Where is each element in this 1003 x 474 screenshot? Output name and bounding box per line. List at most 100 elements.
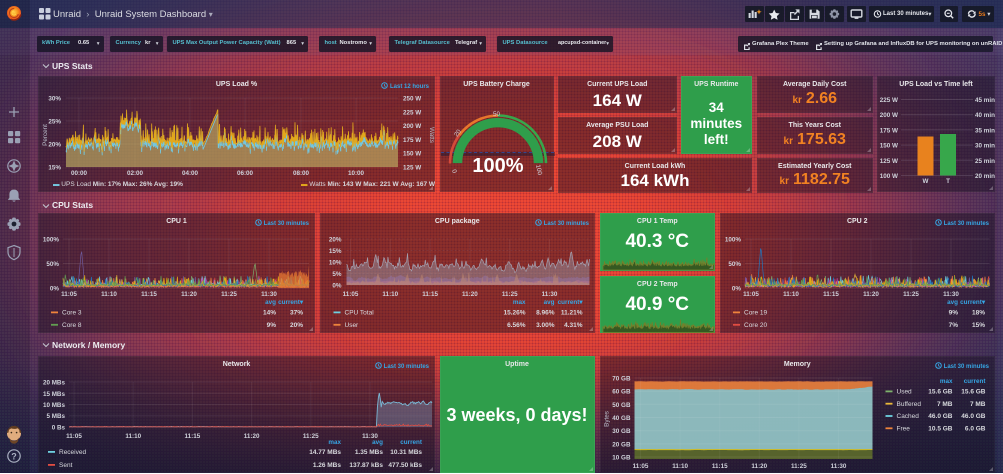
svg-text:10:00: 10:00 <box>348 170 365 177</box>
svg-text:Buffered: Buffered <box>896 401 921 408</box>
svg-text:175 W: 175 W <box>880 127 898 134</box>
svg-text:50%: 50% <box>46 261 59 268</box>
svg-text:current: current <box>400 439 423 446</box>
svg-text:10 GB: 10 GB <box>612 455 631 462</box>
svg-text:100%: 100% <box>43 237 60 244</box>
svg-text:11:20: 11:20 <box>181 291 197 298</box>
svg-text:4.31%: 4.31% <box>564 322 583 329</box>
svg-text:100 W: 100 W <box>880 173 898 180</box>
svg-text:250 W: 250 W <box>403 96 421 103</box>
svg-text:11:10: 11:10 <box>672 463 688 470</box>
svg-text:current▾: current▾ <box>960 299 986 306</box>
svg-text:15.6 GB: 15.6 GB <box>928 389 953 396</box>
svg-text:11:15: 11:15 <box>141 291 157 298</box>
svg-text:04:00: 04:00 <box>182 170 199 177</box>
svg-text:Cached: Cached <box>896 413 919 420</box>
svg-text:50 GB: 50 GB <box>612 402 631 409</box>
svg-text:User: User <box>344 322 359 329</box>
svg-text:20%: 20% <box>48 142 61 149</box>
svg-text:8.96%: 8.96% <box>536 310 555 317</box>
svg-text:125 W: 125 W <box>880 158 898 165</box>
svg-text:15.6 GB: 15.6 GB <box>961 389 986 396</box>
svg-text:11:30: 11:30 <box>830 463 846 470</box>
svg-text:11:25: 11:25 <box>221 291 237 298</box>
svg-text:225 W: 225 W <box>403 109 421 116</box>
svg-text:15.26%: 15.26% <box>503 310 525 317</box>
svg-text:max: max <box>939 378 952 385</box>
svg-text:Used: Used <box>896 389 912 396</box>
svg-text:175 W: 175 W <box>403 137 421 144</box>
svg-text:11:05: 11:05 <box>632 463 648 470</box>
svg-text:max: max <box>512 299 525 306</box>
svg-text:9%: 9% <box>267 322 277 329</box>
svg-text:15%: 15% <box>971 322 984 329</box>
svg-text:25 min: 25 min <box>975 158 995 165</box>
svg-text:11:10: 11:10 <box>101 291 117 298</box>
svg-text:200 W: 200 W <box>880 112 898 119</box>
svg-text:100: 100 <box>534 164 543 176</box>
svg-text:11.21%: 11.21% <box>560 310 582 317</box>
svg-text:50%: 50% <box>728 261 741 268</box>
svg-text:Sent: Sent <box>59 462 73 469</box>
svg-text:18%: 18% <box>971 310 984 317</box>
svg-text:15 MBs: 15 MBs <box>43 391 66 398</box>
svg-text:70 GB: 70 GB <box>612 376 631 383</box>
svg-text:20 GB: 20 GB <box>612 441 631 448</box>
svg-text:100%: 100% <box>472 155 523 177</box>
svg-text:11:10: 11:10 <box>382 291 398 298</box>
svg-text:30 min: 30 min <box>975 143 995 150</box>
svg-text:?: ? <box>11 452 17 462</box>
svg-text:46.0 GB: 46.0 GB <box>928 413 953 420</box>
svg-text:11:30: 11:30 <box>943 291 959 298</box>
svg-text:11:25: 11:25 <box>303 433 319 440</box>
svg-text:avg: avg <box>543 299 554 306</box>
svg-text:max: max <box>328 439 341 446</box>
svg-text:11:05: 11:05 <box>61 291 77 298</box>
svg-text:11:30: 11:30 <box>362 433 378 440</box>
svg-text:150 W: 150 W <box>880 143 898 150</box>
svg-text:Free: Free <box>896 425 910 432</box>
svg-text:14.77 MBs: 14.77 MBs <box>309 449 341 456</box>
svg-text:11:25: 11:25 <box>791 463 807 470</box>
svg-text:current▾: current▾ <box>557 299 583 306</box>
svg-text:35 min: 35 min <box>975 127 995 134</box>
svg-text:11:05: 11:05 <box>66 433 82 440</box>
svg-text:5 MBs: 5 MBs <box>46 413 65 420</box>
svg-text:20 MBs: 20 MBs <box>43 380 66 387</box>
svg-text:Received: Received <box>59 449 86 456</box>
svg-text:avg: avg <box>265 299 276 306</box>
svg-text:10%: 10% <box>328 260 341 267</box>
svg-text:Bytes: Bytes <box>603 411 610 427</box>
svg-text:50: 50 <box>493 111 501 118</box>
svg-text:11:15: 11:15 <box>823 291 839 298</box>
svg-text:06:00: 06:00 <box>237 170 254 177</box>
svg-text:1.26 MBs: 1.26 MBs <box>313 462 342 469</box>
svg-text:Core 19: Core 19 <box>744 310 768 317</box>
svg-text:current: current <box>963 378 986 385</box>
svg-text:11:10: 11:10 <box>125 433 141 440</box>
svg-text:0%: 0% <box>731 286 741 293</box>
svg-text:30%: 30% <box>48 96 61 103</box>
svg-text:0 Bs: 0 Bs <box>52 425 66 432</box>
svg-text:14%: 14% <box>263 310 276 317</box>
svg-text:1.35 MBs: 1.35 MBs <box>355 449 384 456</box>
svg-text:225 W: 225 W <box>880 97 898 104</box>
svg-text:15%: 15% <box>48 165 61 172</box>
svg-text:avg: avg <box>947 299 958 306</box>
svg-text:current▾: current▾ <box>278 299 304 306</box>
svg-text:11:15: 11:15 <box>185 433 201 440</box>
svg-text:3.00%: 3.00% <box>536 322 555 329</box>
svg-text:7%: 7% <box>948 322 958 329</box>
svg-text:10.31 MBs: 10.31 MBs <box>390 449 422 456</box>
svg-text:150 W: 150 W <box>403 151 421 158</box>
svg-text:0: 0 <box>450 169 458 175</box>
svg-text:6.0 GB: 6.0 GB <box>964 425 985 432</box>
svg-text:Watts: Watts <box>428 127 435 143</box>
svg-text:20%: 20% <box>328 237 341 244</box>
svg-text:Core 3: Core 3 <box>62 310 82 317</box>
svg-text:11:20: 11:20 <box>244 433 260 440</box>
svg-text:T: T <box>946 178 950 185</box>
svg-text:100%: 100% <box>724 237 741 244</box>
svg-text:02:00: 02:00 <box>127 170 144 177</box>
svg-text:45 min: 45 min <box>975 97 995 104</box>
